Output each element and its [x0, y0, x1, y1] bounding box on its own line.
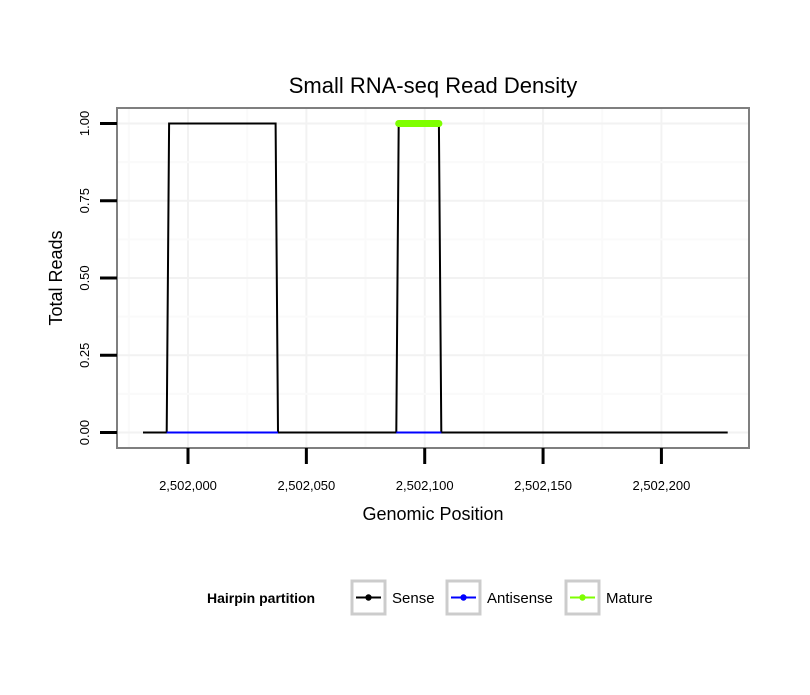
- y-tick-label: 0.00: [77, 420, 92, 445]
- x-tick-label: 2,502,000: [159, 478, 217, 493]
- legend-key-dot: [460, 594, 467, 601]
- y-tick-label: 0.75: [77, 188, 92, 213]
- legend-label: Antisense: [487, 590, 553, 607]
- y-axis-label: Total Reads: [46, 230, 66, 325]
- y-tick-label: 0.50: [77, 265, 92, 290]
- legend-key-dot: [579, 594, 586, 601]
- x-tick-label: 2,502,200: [632, 478, 690, 493]
- series-layer: [143, 120, 728, 434]
- y-tick-label: 1.00: [77, 111, 92, 136]
- x-axis-label: Genomic Position: [362, 504, 503, 524]
- legend-label: Sense: [392, 590, 435, 607]
- x-tick-label: 2,502,100: [396, 478, 454, 493]
- x-tick-label: 2,502,050: [277, 478, 335, 493]
- legend-label: Mature: [606, 590, 653, 607]
- x-axis: 2,502,000 2,502,050 2,502,100 2,502,150 2,50…: [159, 448, 690, 493]
- legend-item-mature: Mature: [564, 579, 653, 616]
- x-tick-label: 2,502,150: [514, 478, 572, 493]
- series-line-sense: [143, 122, 728, 434]
- y-tick-label: 0.25: [77, 343, 92, 368]
- chart-title: Small RNA-seq Read Density: [289, 73, 578, 98]
- legend-item-antisense: Antisense: [445, 579, 553, 616]
- legend: Hairpin partition Sense Antisense Mature: [207, 579, 653, 616]
- y-axis: 0.00 0.25 0.50 0.75 1.00: [77, 111, 117, 445]
- legend-item-sense: Sense: [350, 579, 435, 616]
- legend-key-dot: [365, 594, 372, 601]
- legend-title: Hairpin partition: [207, 590, 315, 606]
